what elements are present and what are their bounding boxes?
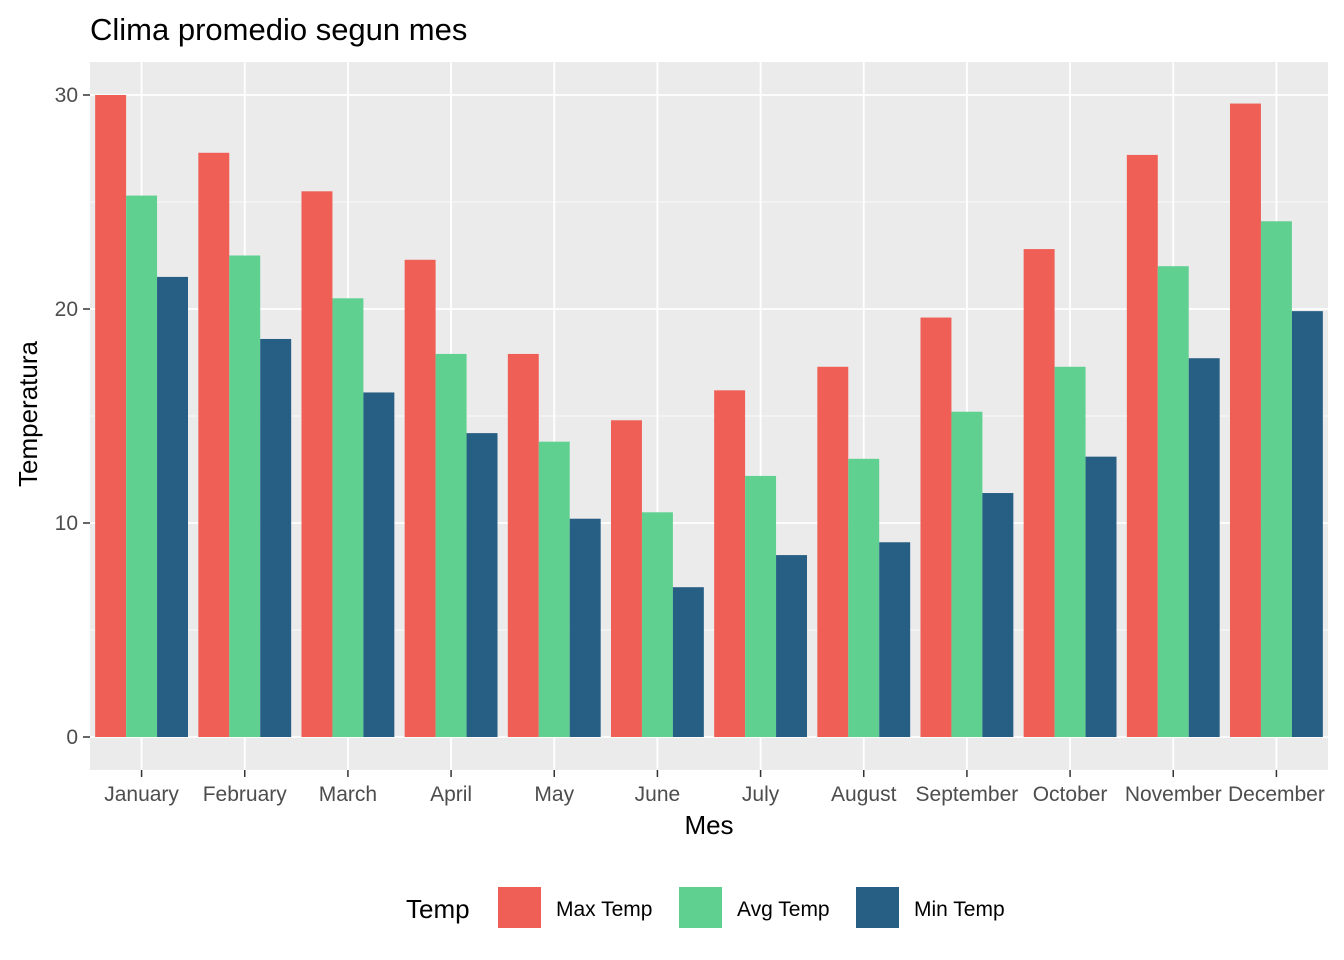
x-axis-title: Mes bbox=[684, 810, 733, 840]
chart-title: Clima promedio segun mes bbox=[90, 12, 467, 47]
bar bbox=[641, 512, 673, 737]
x-tick-label: August bbox=[831, 783, 897, 806]
bar bbox=[1085, 456, 1117, 737]
legend-label: Min Temp bbox=[914, 898, 1005, 921]
bar bbox=[507, 353, 539, 737]
x-tick-label: March bbox=[319, 783, 377, 806]
x-tick-label: February bbox=[203, 783, 288, 806]
y-tick-label: 10 bbox=[55, 512, 78, 535]
y-tick-label: 30 bbox=[55, 84, 78, 107]
legend-label: Max Temp bbox=[556, 898, 652, 921]
bar bbox=[1157, 266, 1189, 737]
bar bbox=[466, 433, 498, 737]
legend-key bbox=[498, 887, 541, 928]
bars bbox=[95, 95, 1323, 738]
x-tick-label: October bbox=[1033, 783, 1108, 806]
x-tick-label: April bbox=[430, 783, 472, 806]
bar bbox=[1054, 366, 1086, 737]
bar bbox=[126, 195, 158, 737]
bar bbox=[1229, 103, 1261, 737]
legend-key bbox=[679, 887, 722, 928]
y-axis-title: Temperatura bbox=[13, 340, 43, 486]
bar bbox=[538, 441, 570, 737]
bar bbox=[1260, 221, 1292, 737]
bar bbox=[95, 95, 127, 737]
legend-key bbox=[856, 887, 899, 928]
bar bbox=[610, 420, 642, 737]
bar bbox=[363, 392, 395, 737]
bar bbox=[1188, 358, 1220, 737]
bar bbox=[951, 411, 983, 737]
bar bbox=[157, 276, 189, 737]
x-axis: January February March April May June July Augu… bbox=[104, 770, 1325, 806]
y-tick-label: 0 bbox=[66, 726, 78, 749]
x-tick-label: June bbox=[635, 783, 681, 806]
x-tick-label: May bbox=[534, 783, 574, 806]
x-tick-label: January bbox=[104, 783, 179, 806]
x-tick-label: September bbox=[916, 783, 1019, 806]
bar bbox=[332, 298, 364, 737]
bar bbox=[714, 390, 746, 737]
bar bbox=[435, 353, 467, 737]
bar bbox=[879, 542, 911, 737]
bar bbox=[404, 259, 436, 737]
bar bbox=[260, 338, 292, 737]
bar bbox=[1291, 311, 1323, 737]
bar bbox=[817, 366, 849, 737]
x-tick-label: December bbox=[1228, 783, 1325, 806]
bar bbox=[920, 317, 952, 737]
bar bbox=[672, 587, 704, 737]
bar bbox=[848, 458, 880, 737]
legend-label: Avg Temp bbox=[737, 898, 830, 921]
bar bbox=[776, 555, 808, 737]
bar bbox=[982, 493, 1014, 737]
bar bbox=[745, 475, 777, 737]
legend: Temp Max Temp Avg Temp Min Temp bbox=[406, 887, 1005, 928]
x-tick-label: July bbox=[742, 783, 780, 806]
legend-title: Temp bbox=[406, 894, 470, 924]
bar bbox=[569, 518, 601, 737]
bar bbox=[1126, 154, 1158, 738]
bar bbox=[229, 255, 261, 737]
x-tick-label: November bbox=[1125, 783, 1222, 806]
bar bbox=[1023, 249, 1055, 737]
y-axis: 0 10 20 30 bbox=[55, 84, 90, 749]
bar bbox=[198, 152, 230, 737]
bar bbox=[301, 191, 333, 738]
y-tick-label: 20 bbox=[55, 298, 78, 321]
